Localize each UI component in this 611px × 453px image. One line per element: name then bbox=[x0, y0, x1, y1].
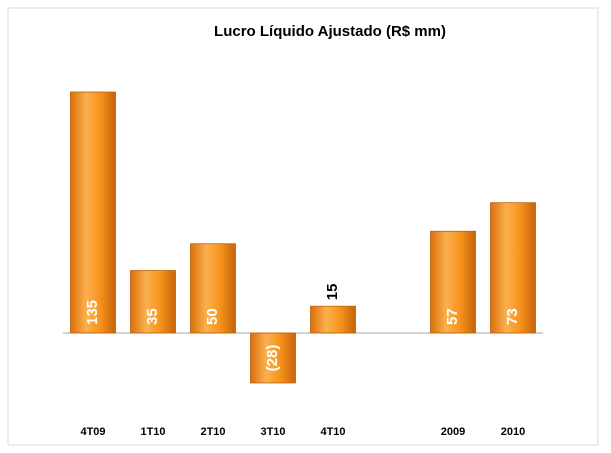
value-label: (28) bbox=[264, 345, 281, 372]
x-tick-label: 2T10 bbox=[200, 426, 225, 438]
value-label: 73 bbox=[504, 308, 521, 325]
bar bbox=[490, 202, 536, 334]
x-tick-label: 2010 bbox=[501, 426, 525, 438]
bar bbox=[430, 230, 476, 334]
x-tick-label: 3T10 bbox=[260, 426, 285, 438]
value-label: 50 bbox=[204, 308, 221, 325]
value-label: 135 bbox=[84, 300, 101, 325]
bar bbox=[190, 243, 236, 334]
chart-title: Lucro Líquido Ajustado (R$ mm) bbox=[214, 23, 446, 40]
x-tick-label: 2009 bbox=[441, 426, 465, 438]
value-label: 35 bbox=[144, 308, 161, 325]
x-tick-label: 1T10 bbox=[140, 426, 165, 438]
bar bbox=[70, 91, 116, 334]
bar bbox=[250, 332, 296, 384]
bar bbox=[310, 305, 356, 334]
x-tick-label: 4T09 bbox=[80, 426, 105, 438]
x-tick-label: 4T10 bbox=[320, 426, 345, 438]
value-label: 57 bbox=[444, 308, 461, 325]
value-label: 15 bbox=[324, 284, 341, 301]
bar bbox=[130, 270, 176, 334]
